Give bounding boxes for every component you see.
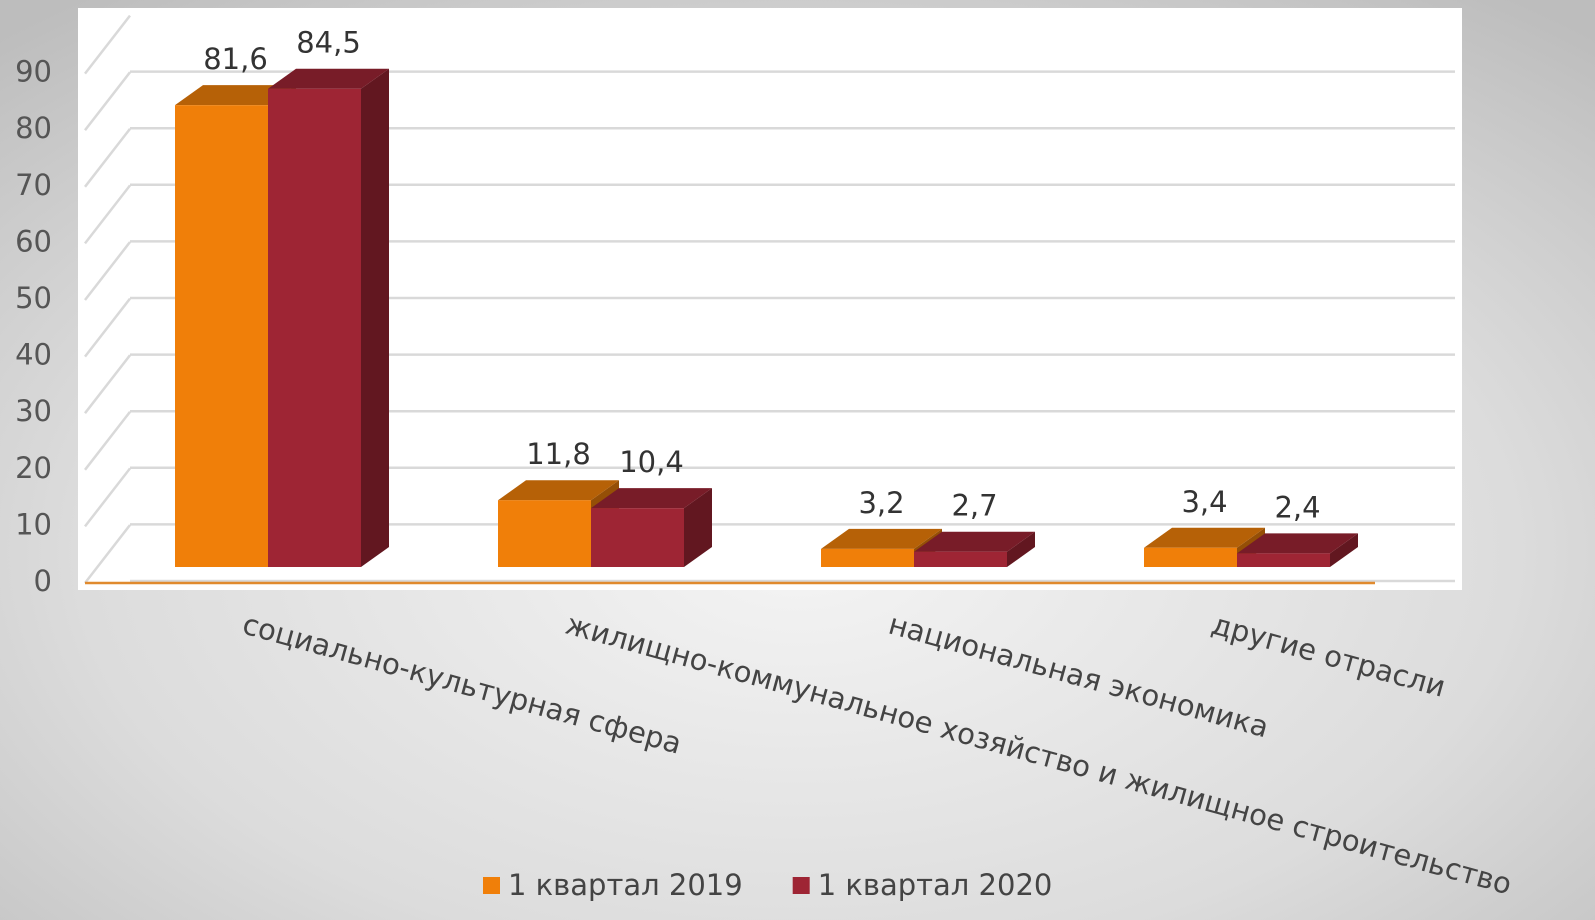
- legend-label: 1 квартал 2019: [508, 868, 743, 902]
- bar: [268, 68, 389, 567]
- value-label: 2,7: [951, 489, 997, 523]
- side-grid-line: [84, 184, 131, 245]
- bar: [821, 528, 942, 567]
- bar-front: [498, 500, 591, 567]
- bar-top: [268, 68, 389, 89]
- value-label: 81,6: [203, 42, 268, 76]
- y-tick-label: 90: [15, 55, 52, 89]
- value-label: 84,5: [296, 26, 361, 60]
- side-grid-line: [84, 297, 131, 358]
- bar-front: [268, 88, 361, 567]
- bar-front: [175, 105, 268, 568]
- value-label: 10,4: [619, 445, 684, 479]
- bar-top: [914, 531, 1035, 552]
- y-tick-label: 60: [15, 224, 52, 258]
- bar-side: [1007, 531, 1035, 567]
- bar: [1237, 533, 1358, 567]
- value-label: 2,4: [1274, 490, 1320, 524]
- bar-top: [1237, 533, 1358, 554]
- y-tick-label: 20: [15, 451, 52, 485]
- side-grid-line: [84, 411, 131, 471]
- side-grid-line: [84, 241, 131, 301]
- value-label: 3,4: [1181, 485, 1227, 519]
- side-grid-line: [84, 467, 131, 528]
- side-grid-line: [84, 14, 131, 75]
- legend-swatch: [483, 877, 500, 894]
- bar-top: [821, 528, 942, 549]
- legend-label: 1 квартал 2020: [818, 868, 1053, 902]
- bar-front: [591, 508, 684, 567]
- bar-top: [591, 488, 712, 509]
- bar: [914, 531, 1035, 567]
- side-grid-line: [84, 71, 131, 131]
- bar-front: [914, 551, 1007, 567]
- y-tick-label: 70: [15, 168, 52, 202]
- bar-top: [498, 480, 619, 501]
- bar: [175, 85, 296, 568]
- y-tick-label: 30: [15, 394, 52, 428]
- legend-swatch: [792, 877, 810, 894]
- bar-top: [1144, 527, 1265, 548]
- y-tick-label: 80: [15, 111, 52, 145]
- bar-side: [1330, 533, 1358, 567]
- bar-front: [1144, 547, 1237, 567]
- y-tick-label: 50: [15, 281, 52, 315]
- y-tick-label: 0: [34, 564, 52, 598]
- side-grid-line: [84, 128, 131, 188]
- side-grid-line: [84, 524, 131, 584]
- bar-front: [1237, 553, 1330, 567]
- y-tick-label: 40: [15, 338, 52, 372]
- bar-front: [821, 548, 914, 567]
- value-label: 3,2: [858, 486, 904, 520]
- bar-side: [361, 68, 389, 567]
- bar: [591, 488, 712, 567]
- y-tick-label: 10: [15, 507, 52, 541]
- side-grid-line: [84, 354, 131, 414]
- bar-side: [684, 488, 712, 567]
- bar-top: [175, 85, 296, 106]
- value-label: 11,8: [526, 437, 591, 471]
